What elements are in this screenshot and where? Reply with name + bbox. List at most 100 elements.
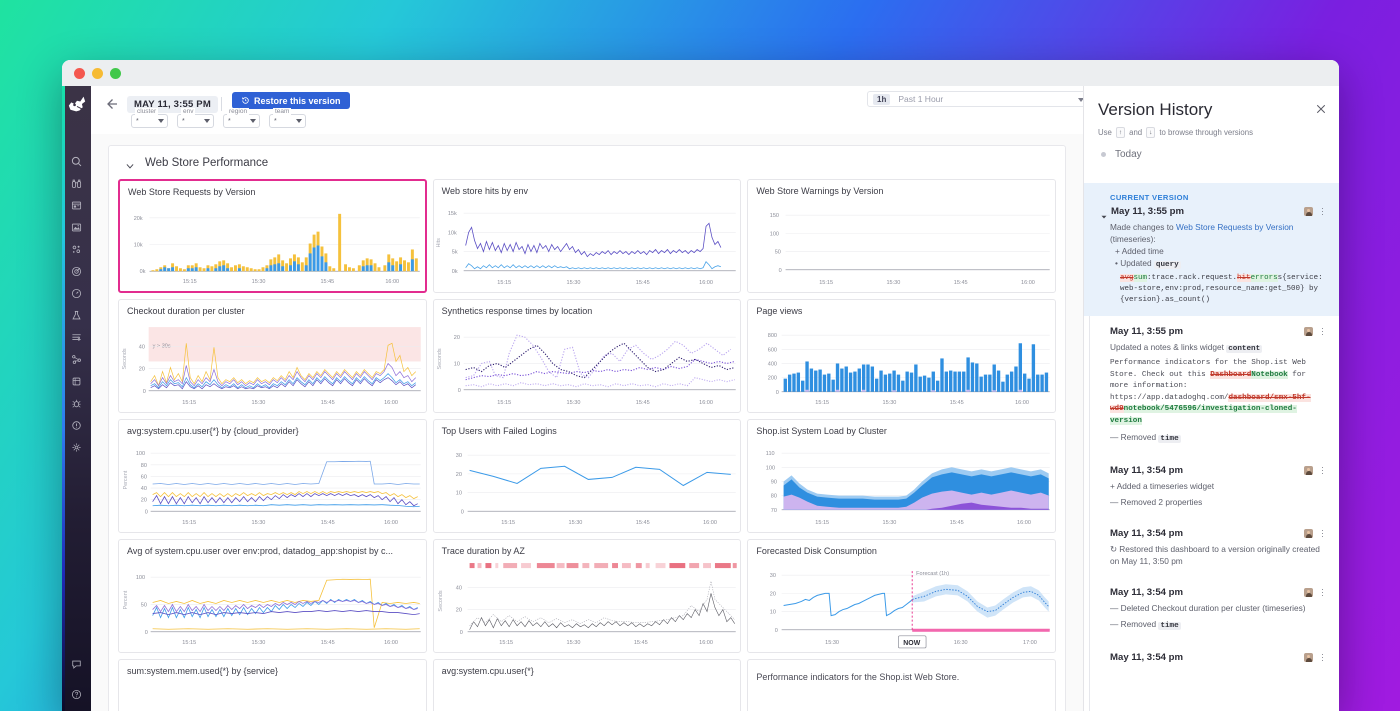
close-icon[interactable] [1315,102,1327,114]
version-entry-deleted-widget[interactable]: May 11, 3:54 pm — Deleted Checkout durat… [1084,577,1339,642]
sidebar-item-chat-support[interactable] [62,653,91,675]
change-marker-text: — Removed [1110,432,1159,442]
svg-text:100: 100 [766,465,775,471]
window-titlebar [62,60,1339,86]
filter-team-value: * [274,117,277,125]
sidebar-item-search[interactable] [62,150,91,172]
kebab-menu-icon[interactable] [1319,588,1326,597]
version-entry-date: May 11, 3:54 pm [1110,587,1184,598]
kebab-menu-icon[interactable] [1319,327,1326,336]
window-zoom-button[interactable] [110,67,121,79]
widget-page-views[interactable]: Page views 800 600 [747,299,1056,413]
sidebar-item-database[interactable] [62,370,91,392]
chevron-down-icon[interactable] [125,158,135,169]
datadog-logo-icon[interactable] [66,94,88,114]
svg-text:80: 80 [141,463,147,469]
filter-env-label: env [181,108,196,115]
svg-text:50: 50 [141,602,147,608]
restore-text: Restored this dashboard to a version ori… [1110,544,1320,566]
kebab-menu-icon[interactable] [1319,529,1326,538]
filter-region[interactable]: region * [223,108,260,128]
widget-web-store-requests-by-version[interactable]: Web Store Requests by Version 20k [118,179,427,293]
filter-cluster[interactable]: cluster * [131,108,168,128]
widget-shopist-system-load[interactable]: Shop.ist System Load by Cluster 110 [747,419,1056,533]
kebab-menu-icon[interactable] [1319,207,1326,216]
current-version-badge: CURRENT VERSION [1110,193,1189,202]
svg-text:15:30: 15:30 [252,520,266,526]
version-entry-added-timeseries[interactable]: May 11, 3:54 pm + Added a timeseries wid… [1084,455,1339,518]
note-url-prefix: https://app.datadoghq.com/ [1110,393,1229,402]
svg-text:10: 10 [770,610,776,616]
svg-text:15:15: 15:15 [499,640,513,646]
widget-notes-performance-indicators[interactable]: Performance indicators for the Shop.ist … [747,659,1056,711]
kebab-menu-icon[interactable] [1319,653,1326,662]
widget-trace-duration-by-az[interactable]: Trace duration by AZ [432,539,742,653]
window-close-button[interactable] [74,67,85,79]
version-entry-notes-widget[interactable]: May 11, 3:55 pm Updated a notes & links … [1084,316,1339,455]
svg-text:0k: 0k [140,269,146,275]
widget-synthetics-response-times[interactable]: Synthetics response times by location 20… [432,299,742,413]
main-content: MAY 11, 3:55 PM Restore this version clu… [91,86,1083,711]
sidebar-item-digital-experience[interactable] [62,282,91,304]
svg-text:0: 0 [143,389,146,395]
svg-text:16:00: 16:00 [703,520,717,526]
sidebar-item-apm[interactable] [62,260,91,282]
sidebar-item-incidents[interactable] [62,414,91,436]
chevron-down-icon [204,119,210,123]
version-entry-partial[interactable]: May 11, 3:54 pm [1084,642,1339,673]
filter-team[interactable]: team * [269,108,306,128]
sidebar-item-infrastructure[interactable] [62,238,91,260]
widget-avg-cpu-over-envprod[interactable]: Avg of system.cpu.user over env:prod, da… [118,539,427,653]
filter-region-label: region [227,108,250,115]
widget-checkout-duration-per-cluster[interactable]: Checkout duration per cluster y > 30s 40 [118,299,427,413]
svg-text:10k: 10k [448,230,457,236]
svg-text:0: 0 [779,268,782,274]
restore-clock-icon [242,97,249,104]
time-range-picker[interactable]: 1h Past 1 Hour [867,91,1083,107]
svg-text:16:30: 16:30 [954,640,968,646]
sidebar-item-service-map[interactable] [62,348,91,370]
widget-avg-system-cpu-user[interactable]: avg:system.cpu.user{*} [432,659,742,711]
widget-grid: Web Store Requests by Version 20k [118,179,1056,711]
summary-widget-link[interactable]: Web Store Requests by Version [1175,222,1294,232]
svg-text:20: 20 [453,335,459,341]
sidebar-item-help[interactable] [62,683,91,705]
version-history-panel: Version History Use ↑ and ↓ to browse th… [1083,86,1339,711]
widget-group-header[interactable]: Web Store Performance [118,146,1056,179]
sidebar-item-notebooks[interactable] [62,216,91,238]
restore-this-version-button[interactable]: Restore this version [232,92,350,109]
version-history-list[interactable]: CURRENT VERSION May 11, 3:55 pm Made cha… [1084,183,1339,711]
version-entry-restored[interactable]: May 11, 3:54 pm ↻ Restored this dashboar… [1084,518,1339,577]
widget-top-users-failed-logins[interactable]: Top Users with Failed Logins 30 20 [432,419,742,533]
change-text: Updated [1120,258,1154,268]
widget-chart-page-views: 800 600 400 200 0 15:15 15:30 15:45 16:0 [748,319,1055,412]
version-entry-current[interactable]: CURRENT VERSION May 11, 3:55 pm Made cha… [1084,183,1339,316]
widget-avg-cpu-by-cloud-provider[interactable]: avg:system.cpu.user{*} by {cloud_provide… [118,419,427,533]
dashboard-board: Web Store Performance Web Store Requests… [108,145,1066,711]
caret-down-icon[interactable] [1100,208,1108,218]
widget-chart-trace-duration: 40 20 0 Seconds 15:15 15:30 15:45 16:00 [434,559,741,652]
back-arrow-icon[interactable] [103,96,119,112]
widget-forecasted-disk-consumption[interactable]: Forecasted Disk Consumption 30 20 [747,539,1056,653]
filter-env-value: * [182,117,185,125]
svg-text:Percent: Percent [123,470,129,489]
sidebar-item-integrations[interactable] [62,436,91,458]
sidebar-item-dashboards[interactable] [62,194,91,216]
sidebar-item-logs[interactable] [62,326,91,348]
sidebar-item-synthetics[interactable] [62,304,91,326]
filter-team-label: team [273,108,292,115]
sidebar-item-security[interactable] [62,392,91,414]
widget-web-store-hits-by-env[interactable]: Web store hits by env 15k 10k [432,179,742,293]
change-field-chip: time [1158,622,1181,630]
sidebar-item-watchdog[interactable] [62,172,91,194]
window-minimize-button[interactable] [92,67,103,79]
note-removed-word: Dashboard [1210,370,1252,379]
widget-web-store-warnings-by-version[interactable]: Web Store Warnings by Version 150 100 [747,179,1056,293]
filter-env[interactable]: env * [177,108,214,128]
widget-sum-system-mem-used[interactable]: sum:system.mem.used{*} by {service} [118,659,427,711]
svg-text:15:15: 15:15 [816,520,830,526]
query-tail: s{service:web-store,env:prod,resource_na… [1120,274,1323,304]
widget-title: Synthetics response times by location [441,306,593,316]
kebab-menu-icon[interactable] [1319,466,1326,475]
